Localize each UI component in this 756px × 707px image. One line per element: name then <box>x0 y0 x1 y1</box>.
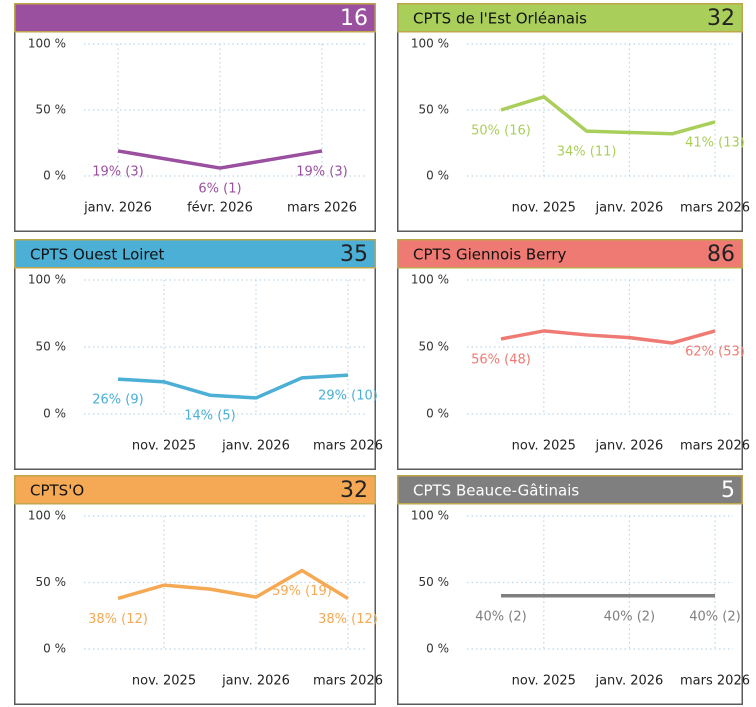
panel-count: 35 <box>340 242 368 267</box>
panel-title: CPTS'O <box>30 482 84 500</box>
x-tick-label: janv. 2026 <box>594 439 663 454</box>
data-label: 34% (11) <box>557 145 617 160</box>
panel-border <box>397 475 743 705</box>
data-label: 26% (9) <box>92 393 143 408</box>
x-tick-label: mars 2026 <box>313 439 383 454</box>
panel-count: 16 <box>340 6 368 31</box>
x-tick-label: nov. 2025 <box>132 439 196 454</box>
series-line <box>500 329 716 345</box>
y-tick-label: 50 % <box>419 575 450 589</box>
x-tick-label: janv. 2026 <box>221 674 290 689</box>
series-line <box>500 95 716 136</box>
panel-border <box>14 3 376 232</box>
y-tick-label: 100 % <box>411 37 449 51</box>
data-label: 56% (48) <box>471 352 531 367</box>
y-tick-label: 50 % <box>419 103 450 117</box>
x-tick-label: mars 2026 <box>680 201 750 216</box>
panel-header <box>397 475 743 505</box>
x-tick-label: janv. 2026 <box>83 201 152 216</box>
x-tick-label: mars 2026 <box>680 439 750 454</box>
chart-panel: CPTS Giennois Berry 86 0 % 50 % 100 % nov. 20… <box>397 239 750 470</box>
x-tick-label: nov. 2025 <box>512 439 576 454</box>
x-tick-label: févr. 2026 <box>187 201 253 216</box>
series-line <box>117 373 349 400</box>
data-label: 19% (3) <box>92 164 143 179</box>
y-tick-label: 50 % <box>419 340 450 354</box>
data-label: 6% (1) <box>198 182 241 197</box>
x-tick-label: janv. 2026 <box>221 439 290 454</box>
data-label: 29% (10) <box>318 389 378 404</box>
x-tick-label: nov. 2025 <box>512 201 576 216</box>
panel-header <box>14 239 376 269</box>
x-tick-label: mars 2026 <box>313 674 383 689</box>
panel-title: CPTS Ouest Loiret <box>30 246 164 264</box>
data-label: 50% (16) <box>471 124 531 139</box>
x-tick-label: mars 2026 <box>680 674 750 689</box>
chart-panel: CPTS'O 32 0 % 50 % 100 % nov. 2025 janv. 2026 m… <box>14 475 383 705</box>
y-tick-label: 0 % <box>426 407 449 421</box>
x-tick-label: nov. 2025 <box>132 674 196 689</box>
panel-title: CPTS Beauce-Gâtinais <box>413 482 579 500</box>
y-tick-label: 100 % <box>28 509 66 523</box>
data-label: 14% (5) <box>184 409 235 424</box>
data-label: 41% (13) <box>685 135 745 150</box>
panel-border <box>14 239 376 470</box>
y-tick-label: 0 % <box>43 407 66 421</box>
y-tick-label: 100 % <box>28 273 66 287</box>
y-tick-label: 50 % <box>36 340 67 354</box>
y-tick-label: 50 % <box>36 103 67 117</box>
y-tick-label: 0 % <box>43 642 66 656</box>
x-tick-label: nov. 2025 <box>512 674 576 689</box>
series-line <box>117 568 349 601</box>
y-tick-label: 0 % <box>426 169 449 183</box>
x-tick-label: mars 2026 <box>287 201 357 216</box>
panel-count: 5 <box>721 478 735 503</box>
data-label: 40% (2) <box>475 609 526 624</box>
y-tick-label: 100 % <box>411 509 449 523</box>
panel-border <box>14 475 376 705</box>
data-label: 40% (2) <box>689 609 740 624</box>
series-line <box>117 149 323 170</box>
data-label: 62% (53) <box>685 344 745 359</box>
x-tick-label: janv. 2026 <box>594 201 663 216</box>
data-label: 40% (2) <box>604 609 655 624</box>
panel-header <box>397 3 743 33</box>
panel-header <box>14 3 376 33</box>
chart-panel: 16 0 % 50 % 100 % janv. 2026 févr. 2026 mars 2… <box>14 3 376 232</box>
y-tick-label: 100 % <box>411 273 449 287</box>
data-label: 38% (12) <box>88 612 148 627</box>
data-label: 38% (12) <box>318 612 378 627</box>
panel-header <box>14 475 376 505</box>
panel-count: 86 <box>707 242 735 267</box>
y-tick-label: 0 % <box>43 169 66 183</box>
y-tick-label: 50 % <box>36 575 67 589</box>
panel-title: CPTS de l'Est Orléanais <box>413 10 587 28</box>
panel-title: CPTS Giennois Berry <box>413 246 567 264</box>
data-label: 19% (3) <box>296 164 347 179</box>
chart-panel: CPTS Beauce-Gâtinais 50 %50 %100 %nov. 20… <box>397 475 750 705</box>
chart-panel: CPTS de l'Est Orléanais 32 0 % 50 % 100 % nov… <box>397 3 750 232</box>
panel-count: 32 <box>707 6 735 31</box>
y-tick-label: 100 % <box>28 37 66 51</box>
panel-count: 32 <box>340 478 368 503</box>
panel-header <box>397 239 743 269</box>
data-label: 59% (19) <box>272 584 332 599</box>
y-tick-label: 0 % <box>426 642 449 656</box>
chart-panel: CPTS Ouest Loiret 35 0 % 50 % 100 % nov. 2025… <box>14 239 383 470</box>
x-tick-label: janv. 2026 <box>594 674 663 689</box>
